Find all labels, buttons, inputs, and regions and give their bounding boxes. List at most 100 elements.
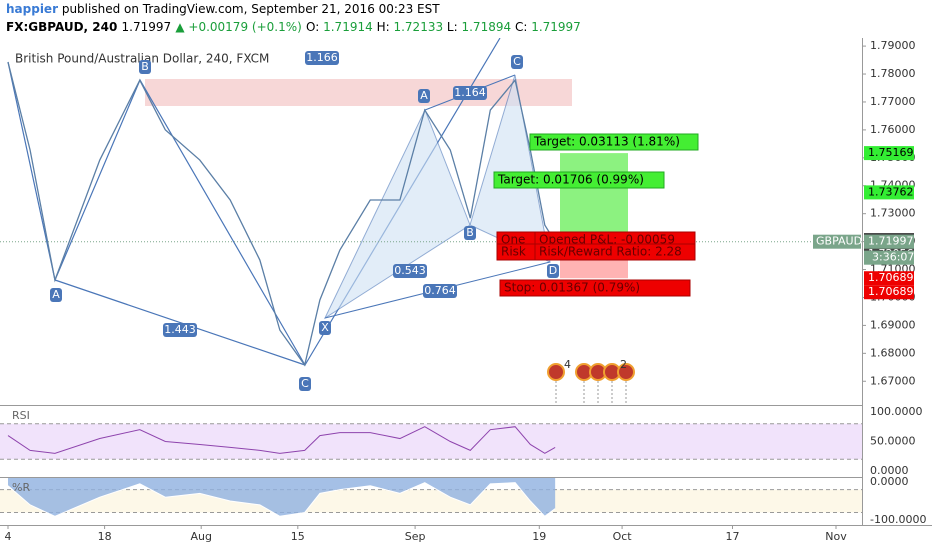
countdown-tag	[864, 250, 914, 265]
position-label: Opened P&L: -0.00059	[539, 233, 675, 247]
price-tag-label: 1.71997	[868, 235, 914, 248]
pattern-tag	[511, 55, 523, 69]
published: published on TradingView.com, September …	[61, 2, 440, 16]
y-tick-label: 50.0000	[870, 435, 916, 448]
divider	[0, 477, 862, 478]
divider	[0, 405, 862, 406]
y-tick-label: 1.73000	[870, 207, 916, 220]
position-label: Risk	[501, 245, 526, 259]
pattern-tag	[423, 284, 457, 298]
price-tag	[864, 185, 914, 200]
area	[8, 478, 556, 517]
pattern-label: 1.166	[306, 51, 338, 64]
ohlc-item: 1.71997	[531, 20, 581, 34]
pattern-label: A	[420, 89, 428, 102]
pattern-label: 0.764	[424, 284, 456, 297]
price-tag	[864, 146, 914, 161]
y-tick-label: 0.0000	[870, 464, 909, 477]
ohlc: O: 1.71914 H: 1.72133 L: 1.71894 C: 1.71…	[306, 20, 581, 34]
ohlc-item: H:	[376, 20, 390, 34]
x-tick-label: 15	[291, 530, 305, 543]
indicator-line	[7, 482, 556, 517]
pattern-tag	[418, 89, 430, 103]
axis	[862, 38, 863, 525]
pattern-tag	[50, 288, 62, 302]
pattern-tag	[547, 264, 559, 278]
header: happier published on TradingView.com, Se…	[6, 2, 440, 16]
event-count: 4	[564, 358, 571, 371]
price-tag	[864, 285, 914, 300]
y-tick-label: 1.69000	[870, 318, 916, 331]
x-tick-label: Oct	[613, 530, 633, 543]
band	[0, 489, 862, 513]
x-tick-label: 18	[98, 530, 112, 543]
chart: British Pound/Australian Dollar, 240, FX…	[0, 38, 932, 543]
x-tick-label: 19	[532, 530, 546, 543]
series-tag	[813, 234, 861, 249]
symbol: FX:GBPAUD, 240	[6, 20, 118, 34]
pattern-label: 0.543	[394, 264, 426, 277]
divider	[0, 525, 932, 526]
price-tag-label: 1.70689	[868, 271, 914, 284]
pattern-label: X	[321, 321, 329, 334]
user: happier	[6, 2, 58, 16]
y-tick-label: 1.67000	[870, 374, 916, 387]
pattern-tag	[305, 51, 339, 65]
event-icon	[617, 363, 635, 381]
x-tick-label: 17	[725, 530, 739, 543]
y-tick-label: 100.0000	[870, 405, 923, 418]
pattern-label: B	[141, 60, 149, 73]
position-box	[499, 279, 691, 297]
y-tick-label: 1.78000	[870, 67, 916, 80]
y-tick-label: 0.0000	[870, 475, 909, 488]
price-line	[7, 61, 556, 367]
ohlc-item: L:	[446, 20, 458, 34]
price-tag-label: 1.73762	[868, 185, 914, 198]
quote: FX:GBPAUD, 240 1.71997 ▲ +0.00179 (+0.1%…	[6, 20, 581, 34]
position-label: One	[501, 233, 525, 247]
pattern-label: D	[549, 264, 557, 277]
x-tick-label: Sep	[405, 530, 426, 543]
price-tag-label: 1.75169	[868, 146, 914, 159]
pattern-tag	[139, 60, 151, 74]
position-label: Risk/Reward Ratio: 2.28	[539, 245, 682, 259]
ohlc-item: 1.71914	[323, 20, 373, 34]
position-label: Stop: 0.01367 (0.79%)	[504, 281, 640, 295]
y-tick-label: 1.79000	[870, 39, 916, 52]
countdown: 3:36:07	[872, 251, 914, 264]
chart-title: British Pound/Australian Dollar, 240, FX…	[15, 52, 269, 66]
price-tag-label: 1.70689	[868, 285, 914, 298]
ohlc-item: 1.71894	[461, 20, 512, 34]
panel-label: RSI	[12, 409, 30, 422]
ohlc-item: 1.72133	[393, 20, 444, 34]
change: ▲ +0.00179 (+0.1%)	[175, 20, 302, 34]
zone	[145, 79, 572, 106]
position-box	[493, 171, 665, 189]
band	[0, 423, 862, 460]
price-tag	[864, 271, 914, 286]
indicator-line	[7, 426, 556, 454]
pattern-label: C	[513, 55, 521, 68]
y-tick-label: 1.76000	[870, 123, 916, 136]
pattern-tag	[299, 377, 311, 391]
ohlc-item: O:	[306, 20, 320, 34]
pattern-label: C	[301, 377, 309, 390]
x-tick-label: Aug	[190, 530, 211, 543]
event-count: 2	[620, 358, 627, 371]
x-tick-label: 4	[5, 530, 12, 543]
pattern-tag	[464, 226, 476, 240]
pattern-tag	[319, 321, 331, 335]
ohlc-item: C:	[514, 20, 528, 34]
position-box	[534, 243, 696, 261]
pattern-tag	[393, 264, 427, 278]
y-tick-label: -100.0000	[870, 513, 926, 526]
position-label: Target: 0.01706 (0.99%)	[497, 173, 644, 187]
pattern-label: A	[52, 288, 60, 301]
pattern-tag	[163, 323, 197, 337]
position-box	[529, 133, 699, 151]
pattern-tag	[453, 86, 487, 100]
x-tick-label: Nov	[825, 530, 847, 543]
event-icon	[547, 363, 565, 381]
pattern-label: 1.443	[164, 323, 196, 336]
